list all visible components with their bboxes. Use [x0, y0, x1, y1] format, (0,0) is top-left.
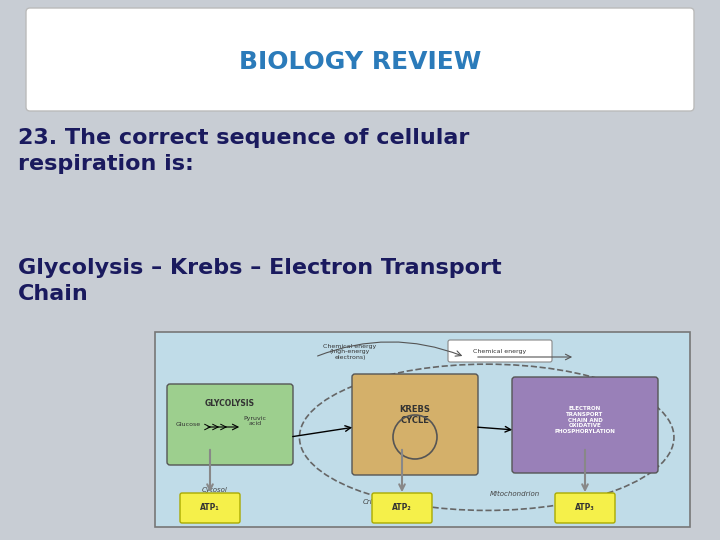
Text: Glucose: Glucose: [176, 422, 201, 428]
Text: ATP₂: ATP₂: [392, 503, 412, 512]
Text: ATP₁: ATP₁: [200, 503, 220, 512]
Text: Mitochondrion: Mitochondrion: [490, 491, 540, 497]
FancyBboxPatch shape: [352, 374, 478, 475]
Text: Glycolysis – Krebs – Electron Transport
Chain: Glycolysis – Krebs – Electron Transport …: [18, 258, 502, 303]
Text: KREBS
CYCLE: KREBS CYCLE: [400, 406, 431, 424]
FancyBboxPatch shape: [155, 332, 690, 527]
Text: GLYCOLYSIS: GLYCOLYSIS: [205, 399, 255, 408]
Text: Cristae: Cristae: [363, 499, 387, 505]
Text: BIOLOGY REVIEW: BIOLOGY REVIEW: [239, 50, 481, 74]
FancyBboxPatch shape: [448, 340, 552, 362]
Text: ELECTRON
TRANSPORT
CHAIN AND
OXIDATIVE
PHOSPHORYLATION: ELECTRON TRANSPORT CHAIN AND OXIDATIVE P…: [554, 406, 616, 434]
FancyBboxPatch shape: [555, 493, 615, 523]
FancyBboxPatch shape: [372, 493, 432, 523]
Text: Chemical energy
(high-energy
electrons): Chemical energy (high-energy electrons): [323, 344, 377, 360]
Text: Pyruvic
acid: Pyruvic acid: [243, 416, 266, 426]
Text: ATP₃: ATP₃: [575, 503, 595, 512]
FancyBboxPatch shape: [26, 8, 694, 111]
Text: 23. The correct sequence of cellular
respiration is:: 23. The correct sequence of cellular res…: [18, 128, 469, 173]
FancyBboxPatch shape: [512, 377, 658, 473]
FancyBboxPatch shape: [180, 493, 240, 523]
Text: Cytosol: Cytosol: [202, 487, 228, 493]
FancyBboxPatch shape: [167, 384, 293, 465]
Text: Chemical energy: Chemical energy: [473, 349, 526, 354]
